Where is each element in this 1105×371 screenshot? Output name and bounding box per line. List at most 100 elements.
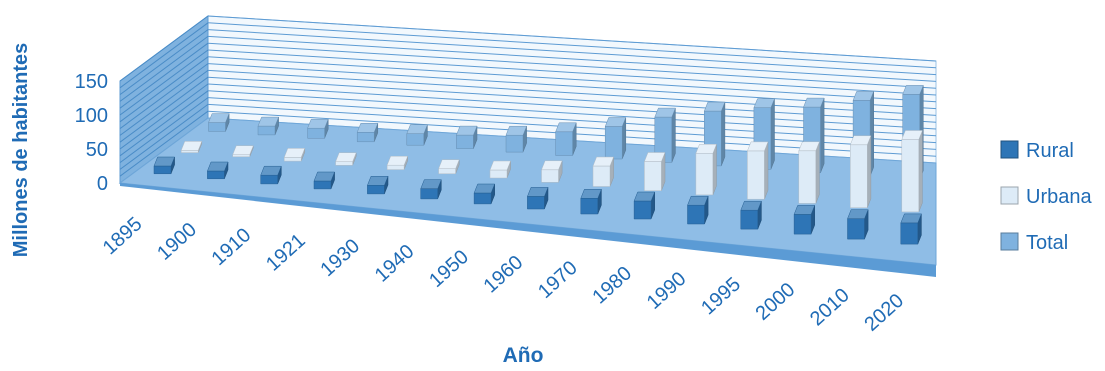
y-axis-label: Millones de habitantes xyxy=(10,43,32,257)
bar-rural-1921 xyxy=(313,171,335,190)
bar-rural-2000 xyxy=(793,205,816,235)
bar-urbana-1930 xyxy=(386,155,409,170)
bar-total-1960-top xyxy=(555,122,577,133)
bar-total-1940-top xyxy=(456,125,478,136)
chart-bars xyxy=(153,85,924,245)
bar-total-1950-front xyxy=(505,134,524,153)
bar-urbana-1921-front xyxy=(335,161,353,166)
bar-rural-1990-top xyxy=(687,195,709,206)
bar-urbana-1995-front xyxy=(747,150,765,200)
bar-urbana-1960-front xyxy=(541,169,559,183)
bar-rural-1960-front xyxy=(527,196,545,210)
bar-urbana-2020 xyxy=(901,130,923,213)
bar-urbana-1900-top xyxy=(232,145,254,155)
x-axis-label: Año xyxy=(503,344,544,367)
bar-rural-1950-top xyxy=(473,183,496,194)
x-tick-label: 1900 xyxy=(153,219,201,265)
bar-total-2000-top xyxy=(803,97,825,108)
bar-rural-1921-top xyxy=(313,171,335,182)
bar-urbana-1995-top xyxy=(747,141,769,152)
y-tick-label: 150 xyxy=(75,71,108,93)
bar-urbana-1995-side xyxy=(764,141,769,200)
gridline xyxy=(207,49,937,96)
bar-total-1980-top xyxy=(654,107,676,118)
bar-total-1900-front xyxy=(257,125,276,136)
bar-urbana-2010-side xyxy=(867,135,872,208)
x-tick-label: 2010 xyxy=(806,284,854,330)
y-tick-label: 0 xyxy=(97,173,108,195)
bar-urbana-2020-top xyxy=(901,130,923,140)
bar-urbana-1930-front xyxy=(386,164,405,170)
gridline xyxy=(207,22,937,69)
bar-total-1900 xyxy=(257,116,279,136)
bar-rural-1910-top xyxy=(260,165,282,176)
y-tick-label: 100 xyxy=(75,105,108,127)
bar-rural-1970 xyxy=(580,189,602,215)
bar-urbana-1895 xyxy=(180,141,203,153)
x-tick-label: 2000 xyxy=(752,279,800,325)
bar-urbana-1930-top xyxy=(386,155,409,166)
bar-total-1950 xyxy=(505,125,527,153)
side-gridline xyxy=(119,63,209,130)
bar-total-1960 xyxy=(555,122,577,156)
bar-urbana-2010-top xyxy=(849,135,872,146)
bar-urbana-1921-top xyxy=(335,152,357,162)
side-gridline xyxy=(119,110,209,177)
bar-rural-1895-top xyxy=(153,156,175,167)
side-gridline xyxy=(119,29,209,96)
x-tick-label: 2020 xyxy=(860,290,908,336)
bar-rural-1950-front xyxy=(473,192,492,205)
bar-urbana-1970 xyxy=(592,156,614,187)
bar-rural-1900-top xyxy=(207,161,229,172)
bar-total-1970 xyxy=(604,117,627,160)
bar-rural-1940-top xyxy=(420,179,442,189)
bar-rural-1990-front xyxy=(687,204,705,225)
legend-label: Total xyxy=(1026,232,1068,254)
bar-rural-1930-top xyxy=(367,176,389,186)
bar-urbana-1990 xyxy=(695,144,717,196)
bar-total-2000-side xyxy=(820,98,825,173)
y-tick-label: 50 xyxy=(86,139,108,161)
gridline xyxy=(207,15,937,62)
legend-swatch xyxy=(1000,232,1019,251)
bar-rural-1980-front xyxy=(633,200,652,220)
bar-rural-2020 xyxy=(900,213,922,245)
bar-rural-1995-top xyxy=(740,200,762,211)
bar-rural-1895-front xyxy=(153,165,172,175)
legend: Rural Urbana Total xyxy=(1000,140,1092,254)
bar-total-1930-top xyxy=(406,124,428,134)
x-tick-label: 1910 xyxy=(208,224,256,270)
bar-urbana-1900-front xyxy=(232,154,250,158)
bar-urbana-1950-top xyxy=(489,160,511,171)
bar-total-1921-top xyxy=(356,123,379,133)
x-tick-label: 1895 xyxy=(99,213,147,259)
bar-total-1990-top xyxy=(703,101,726,112)
x-tick-label: 1921 xyxy=(262,229,310,275)
bar-rural-1940-front xyxy=(420,188,438,200)
bar-urbana-1940 xyxy=(438,159,460,175)
bar-total-1895 xyxy=(208,113,230,132)
bar-total-2020-top xyxy=(902,85,924,95)
bar-rural-1895 xyxy=(153,156,175,175)
bar-total-1970-top xyxy=(604,117,627,127)
bar-total-1990-side xyxy=(721,102,726,166)
side-gridline xyxy=(119,83,209,150)
legend-item-rural: Rural xyxy=(1000,140,1074,162)
bar-total-1930-front xyxy=(406,133,425,146)
bar-total-1950-top xyxy=(505,125,527,136)
bar-rural-2000-front xyxy=(793,214,812,235)
bar-urbana-2000-side xyxy=(815,141,820,204)
side-gridline xyxy=(119,35,209,102)
bar-urbana-1980 xyxy=(644,152,666,191)
bar-urbana-1990-top xyxy=(695,144,717,154)
side-gridline xyxy=(119,56,209,123)
bar-rural-2020-front xyxy=(900,222,919,245)
bar-urbana-2000-top xyxy=(798,141,820,152)
bar-rural-1995 xyxy=(740,200,762,230)
bar-urbana-1950 xyxy=(489,160,511,179)
bar-urbana-1950-front xyxy=(489,169,508,179)
bar-urbana-2010-front xyxy=(850,144,868,208)
x-tick-label: 1940 xyxy=(371,240,419,286)
bar-rural-1940 xyxy=(420,179,442,200)
side-gridline xyxy=(119,76,209,143)
